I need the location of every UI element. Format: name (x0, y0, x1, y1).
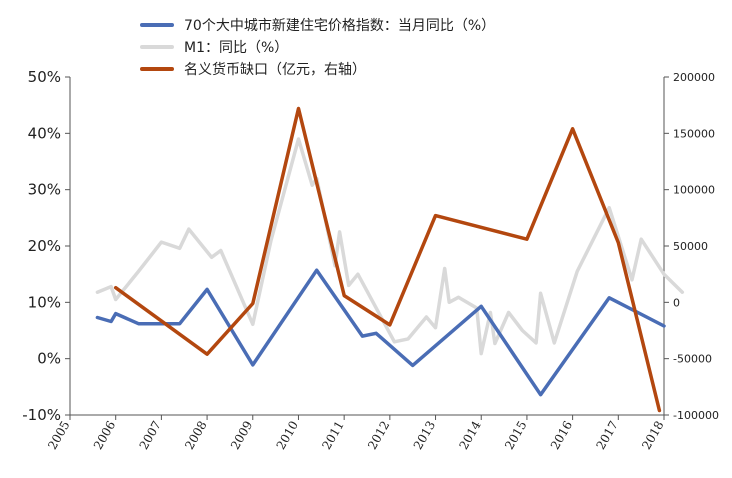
legend-label-m1: M1：同比（%） (184, 40, 289, 56)
legend: 70个大中城市新建住宅价格指数：当月同比（%） M1：同比（%） 名义货币缺口（… (140, 14, 495, 80)
y-left-tick-label: 50% (28, 68, 61, 86)
x-tick-label: 2008 (182, 419, 209, 452)
legend-swatch-price-index (140, 23, 174, 27)
legend-swatch-money-gap (140, 67, 174, 71)
price-index-line (95, 268, 666, 397)
legend-item-m1: M1：同比（%） (140, 36, 495, 58)
x-tick-label: 2009 (228, 419, 255, 452)
legend-label-price-index: 70个大中城市新建住宅价格指数：当月同比（%） (184, 18, 496, 34)
y-right-tick-label: 200000 (673, 71, 715, 84)
y-left-tick-label: 20% (28, 237, 61, 255)
y-left-tick-label: 40% (28, 124, 61, 142)
y-right-tick-label: 0 (673, 296, 680, 309)
y-right-tick-label: 100000 (673, 184, 715, 197)
y-left-tick-label: 10% (28, 293, 61, 311)
y-left-tick-label: 30% (28, 181, 61, 199)
y-left-tick-label: 0% (37, 350, 61, 368)
y-right-tick-label: -100000 (673, 409, 719, 422)
x-tick-label: 2016 (548, 419, 575, 452)
x-tick-label: 2007 (137, 419, 164, 452)
legend-item-money-gap: 名义货币缺口（亿元，右轴） (140, 58, 495, 80)
y-right-tick-label: 50000 (673, 240, 708, 253)
x-tick-label: 2010 (274, 419, 301, 452)
legend-item-price-index: 70个大中城市新建住宅价格指数：当月同比（%） (140, 14, 495, 36)
x-tick-label: 2011 (319, 419, 346, 452)
x-tick-label: 2006 (91, 419, 118, 452)
money-gap-line (113, 106, 662, 413)
y-right-tick-label: -50000 (673, 353, 712, 366)
x-tick-label: 2018 (639, 419, 666, 452)
x-tick-label: 2017 (594, 419, 621, 452)
x-tick-label: 2014 (456, 418, 484, 452)
x-tick-label: 2013 (411, 419, 438, 452)
legend-label-money-gap: 名义货币缺口（亿元，右轴） (184, 62, 366, 78)
x-tick-label: 2015 (502, 419, 529, 452)
legend-swatch-m1 (140, 45, 174, 49)
y-right-tick-label: 150000 (673, 127, 715, 140)
x-tick-label: 2012 (365, 419, 392, 452)
y-left-tick-label: -10% (22, 406, 61, 424)
m1-line (95, 137, 685, 356)
